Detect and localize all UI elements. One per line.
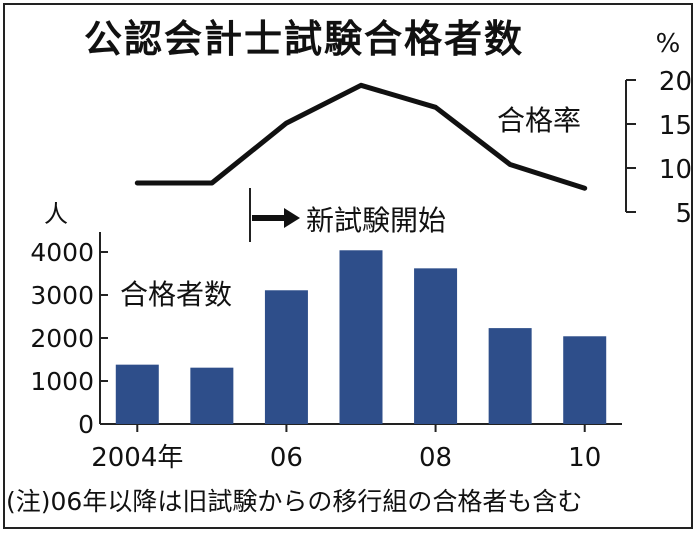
bar-x-tick-label: 08 xyxy=(419,443,452,473)
line-y-tick-label: 5 xyxy=(675,199,692,229)
bar-x-tick-label: 2004年 xyxy=(91,443,183,473)
bar-y-tick-label: 4000 xyxy=(30,238,94,267)
bar-y-tick-label: 3000 xyxy=(30,281,94,310)
annotation-new-exam: 新試験開始 xyxy=(306,204,446,237)
bar-x-tick-label: 10 xyxy=(568,443,601,473)
bar-series-label: 合格者数 xyxy=(120,278,232,311)
chart-title: 公認会計士試験合格者数 xyxy=(84,17,525,61)
bar-2010 xyxy=(563,336,607,424)
line-series-label: 合格率 xyxy=(497,104,581,137)
line-y-tick-label: 15 xyxy=(659,111,692,141)
bar-x-tick-label: 06 xyxy=(270,443,303,473)
bar-2005 xyxy=(190,367,234,424)
footnote: (注)06年以降は旧試験からの移行組の合格者も含む xyxy=(6,487,583,516)
bar-y-unit-label: 人 xyxy=(44,200,68,228)
bar-y-tick-label: 0 xyxy=(78,410,94,439)
bar-2009 xyxy=(488,328,532,424)
annotation-arrow-head xyxy=(284,208,300,228)
line-series-rate xyxy=(134,82,588,191)
bar-2004 xyxy=(115,364,159,424)
bar-2008 xyxy=(414,268,458,424)
line-y-tick-label: 10 xyxy=(659,155,692,185)
line-y-tick-label: 20 xyxy=(659,67,692,97)
bar-2007 xyxy=(339,250,383,424)
bar-y-tick-label: 2000 xyxy=(30,324,94,353)
line-y-unit-label: % xyxy=(656,29,681,59)
bar-2006 xyxy=(264,290,308,424)
bar-y-tick-label: 1000 xyxy=(30,367,94,396)
